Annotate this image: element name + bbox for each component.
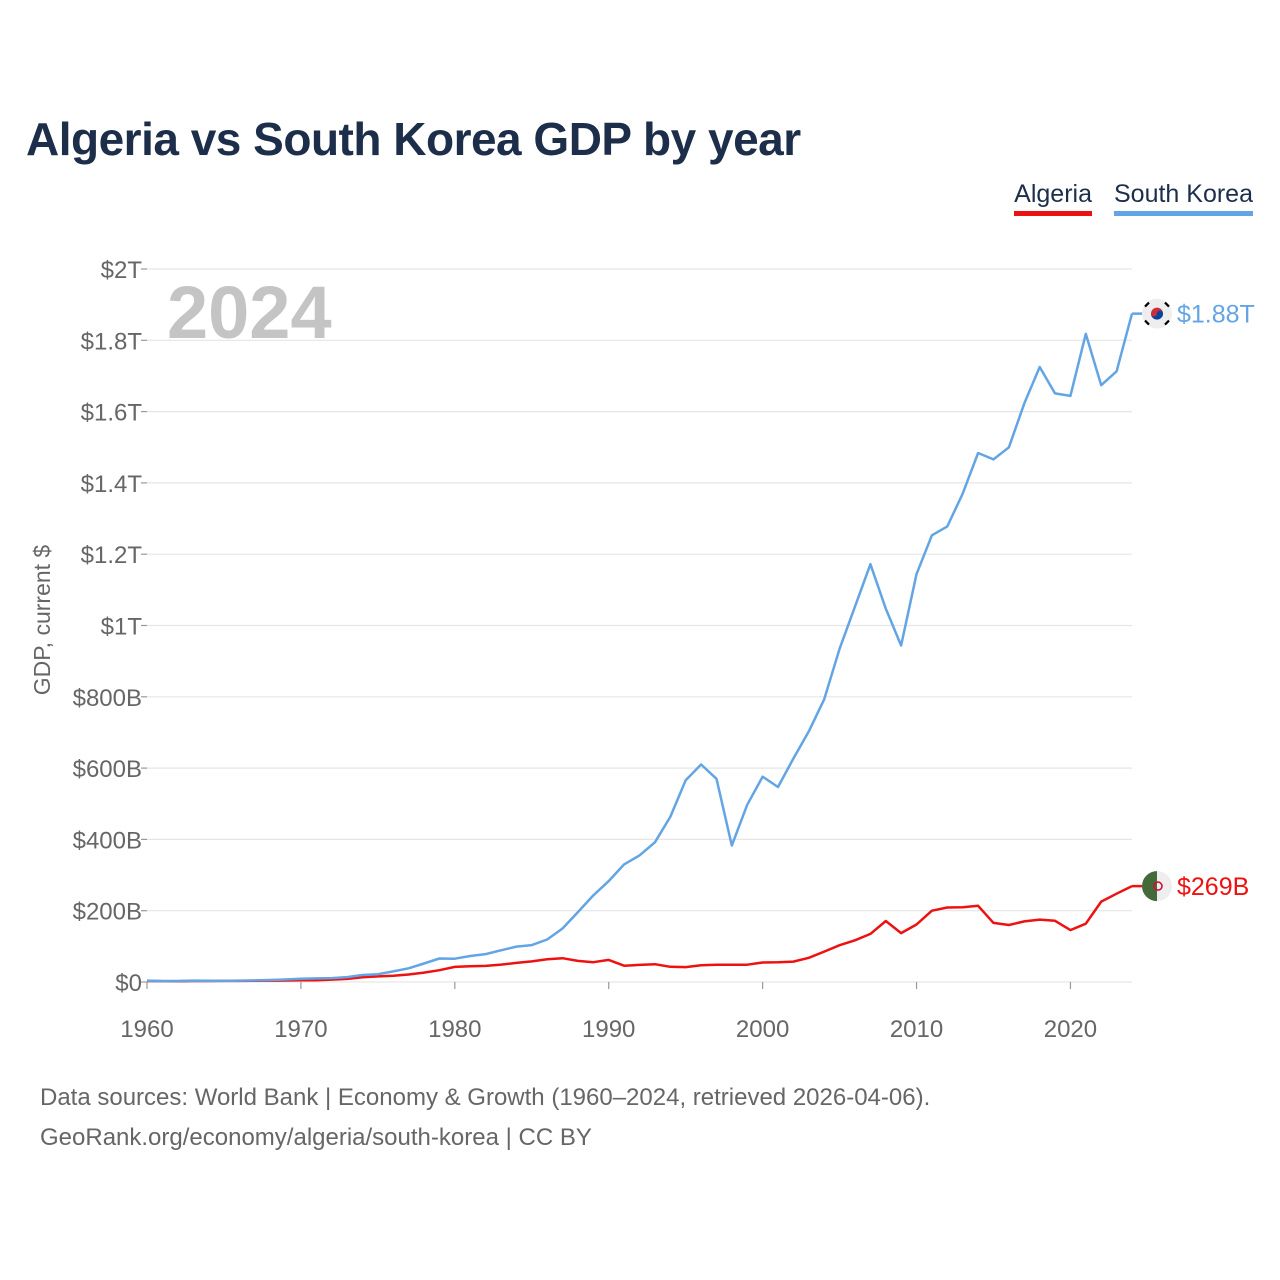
legend-item-south-korea[interactable]: South Korea	[1114, 180, 1253, 216]
x-tick-label: 2000	[736, 1016, 789, 1043]
series-line-south-korea	[146, 313, 1134, 983]
end-label-algeria: $269B	[1177, 873, 1249, 901]
end-label-south-korea: $1.88T	[1177, 301, 1255, 329]
y-tick-label: $800B	[73, 685, 142, 712]
series-lines	[146, 313, 1134, 983]
y-axis-label: GDP, current $	[29, 545, 55, 696]
series-line-algeria	[146, 884, 1133, 983]
line-chart: $0 $200B $400B $600B $800B $1T $1.2T $1.4T $1.6T…	[29, 257, 1255, 1043]
y-tick-label: $600B	[73, 756, 142, 783]
y-tick-label: $400B	[73, 827, 142, 854]
source-link-text[interactable]: GeoRank.org/economy/algeria/south-korea …	[40, 1124, 592, 1151]
y-tick-label: $1.2T	[81, 542, 143, 569]
data-sources-text: Data sources: World Bank | Economy & Gro…	[40, 1084, 931, 1111]
x-tick-label: 2010	[890, 1016, 943, 1043]
y-tick-label: $1.8T	[81, 328, 143, 355]
grid-lines	[147, 268, 1132, 983]
x-tick-label: 1980	[428, 1016, 481, 1043]
legend-item-algeria[interactable]: Algeria	[1014, 180, 1092, 216]
south-korea-flag-icon	[1142, 298, 1172, 329]
x-tick-label: 1970	[274, 1016, 327, 1043]
y-axis-ticks: $0 $200B $400B $600B $800B $1T $1.2T $1.4T $1.6T…	[73, 257, 147, 997]
y-tick-label: $2T	[101, 257, 143, 284]
x-axis-ticks: 1960 1970 1980 1990 2000 2010 2020	[120, 982, 1097, 1043]
chart-title: Algeria vs South Korea GDP by year	[26, 113, 801, 165]
x-tick-label: 1990	[582, 1016, 635, 1043]
year-watermark: 2024	[167, 271, 332, 354]
y-tick-label: $1.6T	[81, 400, 143, 427]
x-tick-label: 2020	[1044, 1016, 1097, 1043]
algeria-flag-icon	[1142, 871, 1172, 902]
legend: Algeria South Korea	[1014, 180, 1253, 216]
y-tick-label: $200B	[73, 899, 142, 926]
series-end-labels: $269B $1.88T	[1132, 298, 1255, 902]
x-tick-label: 1960	[120, 1016, 173, 1043]
y-tick-label: $0	[115, 970, 142, 997]
y-tick-label: $1.4T	[81, 471, 143, 498]
y-tick-label: $1T	[101, 614, 143, 641]
